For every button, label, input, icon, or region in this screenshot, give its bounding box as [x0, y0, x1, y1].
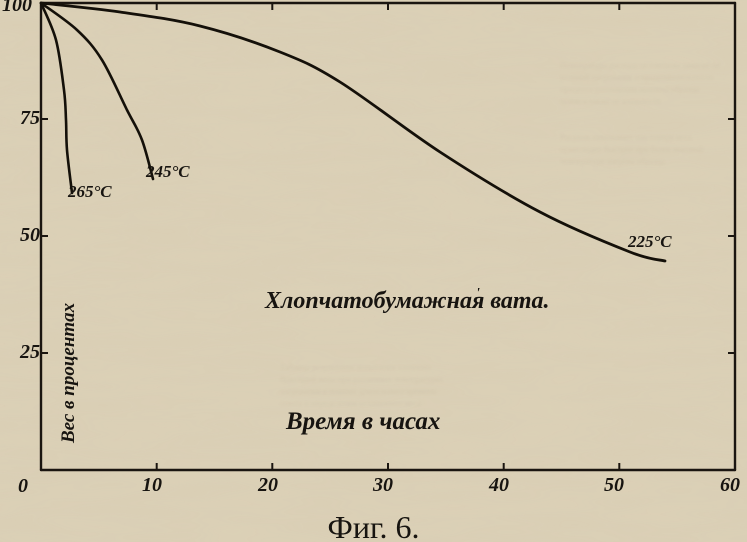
svg-text:нагревания в течение длительно: нагревания в течение длительного времени	[280, 386, 437, 396]
svg-text:происходит быстрее при более в: происходит быстрее при более высокой	[560, 144, 704, 154]
svg-text:условий нагревания и продолжит: условий нагревания и продолжительности	[560, 72, 714, 82]
svg-text:Рисунок показывает что потеря: Рисунок показывает что потеря веса	[560, 132, 692, 142]
svg-text:Пемпература распада целлюлозы: Пемпература распада целлюлозы зависит от	[560, 60, 720, 70]
svg-text:опыта и определения остаточног: опыта и определения остаточного веса	[280, 398, 421, 408]
svg-text:температуре нагрева образца: температуре нагрева образца	[560, 156, 665, 166]
svg-text:бумажной ваты при различных те: бумажной ваты при различных температурах	[280, 374, 444, 384]
svg-text:Таблица результатов испытания: Таблица результатов испытания хлопчато	[280, 362, 431, 372]
svg-text:ткани а также от влажности: ткани а также от влажности	[560, 96, 661, 106]
svg-text:процесса разложения волокна об: процесса разложения волокна образца	[560, 84, 699, 94]
